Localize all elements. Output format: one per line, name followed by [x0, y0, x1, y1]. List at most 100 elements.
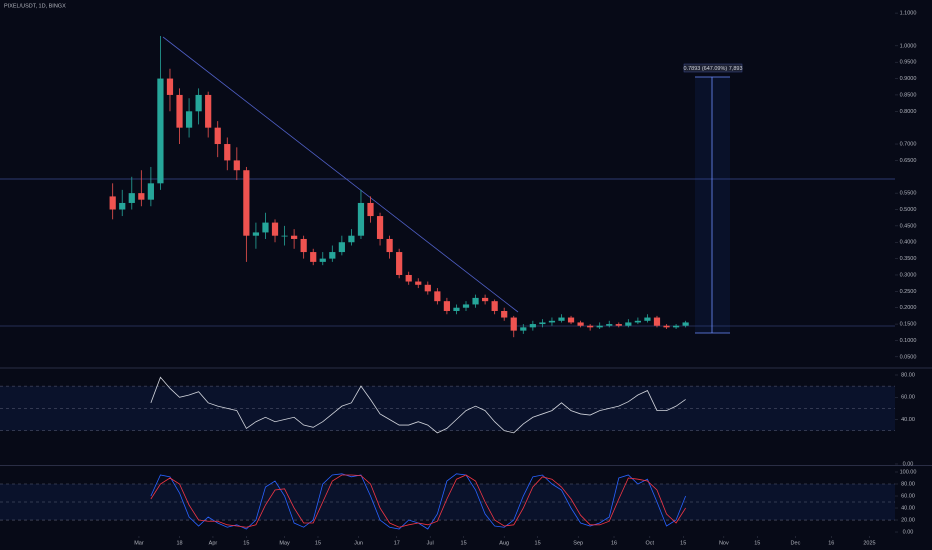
y-tick-label: 0.3500 — [900, 256, 917, 262]
candle-body — [453, 307, 460, 311]
x-tick-label: 15 — [680, 540, 686, 546]
y-tick-label: 0.2500 — [900, 289, 917, 295]
x-tick-label: 15 — [535, 540, 541, 546]
y-tick-label: 1.1000 — [900, 11, 917, 17]
candle-body — [491, 301, 498, 311]
candle-body — [396, 252, 403, 275]
x-tick-label: 16 — [611, 540, 617, 546]
measure-label-box — [683, 63, 743, 73]
candle-body — [329, 252, 336, 259]
y-tick-label: 60.00 — [901, 493, 915, 499]
candle-body — [224, 144, 231, 161]
candle-body — [424, 284, 431, 292]
chart-title: PIXEL/USDT, 1D, BINGX — [4, 3, 66, 9]
y-tick-label: 80.00 — [901, 372, 915, 378]
candle-body — [587, 325, 594, 328]
candle-body — [185, 111, 193, 128]
y-tick-label: 0.6500 — [900, 158, 917, 164]
trend-line — [162, 36, 519, 313]
candle-body — [548, 320, 556, 323]
candle-body — [319, 258, 326, 262]
x-tick-label: Jun — [354, 540, 363, 546]
x-tick-label: 16 — [828, 540, 834, 546]
candle-body — [176, 94, 183, 128]
candle-body — [644, 317, 651, 321]
x-tick-label: Sep — [573, 540, 583, 546]
y-tick-label: 0.9000 — [900, 76, 917, 82]
y-tick-label: 60.00 — [901, 395, 915, 401]
x-tick-label: Dec — [791, 540, 801, 546]
y-tick-label: 0.4500 — [900, 223, 917, 229]
x-tick-label: May — [279, 540, 290, 546]
x-tick-label: Mar — [134, 540, 144, 546]
indicator-line — [150, 376, 686, 434]
candle-body — [472, 297, 479, 305]
candle-body — [405, 274, 412, 282]
x-tick-label: Nov — [719, 540, 729, 546]
candle-body — [376, 216, 384, 239]
candle-body — [634, 320, 641, 323]
candle-body — [606, 324, 613, 326]
candle-body — [415, 281, 422, 285]
x-tick-label: 15 — [315, 540, 321, 546]
candle-body — [577, 322, 584, 326]
y-tick-label: 0.0500 — [900, 354, 917, 360]
y-tick-label: 20.00 — [901, 517, 915, 523]
y-tick-label: 100.00 — [900, 469, 917, 475]
candle-body — [367, 202, 374, 217]
candle-body — [481, 297, 489, 302]
x-tick-label: Apr — [209, 540, 218, 546]
candle-body — [243, 170, 250, 236]
candle-body — [520, 327, 527, 331]
candle-body — [625, 322, 632, 326]
y-tick-label: 0.5500 — [900, 191, 917, 197]
measure-label: 0.7893 (647.09%) 7,893 — [683, 66, 742, 72]
y-tick-label: 80.00 — [901, 481, 915, 487]
candle-body — [262, 222, 269, 233]
y-tick-label: 0.5000 — [900, 207, 917, 213]
candle-body — [539, 322, 546, 325]
candle-body — [138, 193, 145, 200]
candle-body — [567, 317, 575, 323]
indicator-line — [150, 474, 686, 528]
y-tick-label: 0.3000 — [900, 272, 917, 278]
x-tick-label: Jul — [427, 540, 434, 546]
candle-body — [205, 94, 212, 128]
candle-body — [291, 235, 298, 239]
y-tick-label: 0.00 — [903, 461, 914, 467]
candle-body — [310, 252, 317, 262]
x-tick-label: 17 — [394, 540, 400, 546]
y-tick-label: 40.00 — [901, 417, 915, 423]
candle-body — [271, 222, 279, 236]
candle-body — [166, 78, 174, 95]
x-tick-label: Oct — [646, 540, 655, 546]
y-tick-label: 0.8500 — [900, 92, 917, 98]
measure-box — [695, 77, 730, 333]
y-tick-label: 0.2000 — [900, 305, 917, 311]
x-tick-label: 15 — [461, 540, 467, 546]
candle-body — [501, 310, 508, 318]
candle-body — [147, 183, 154, 200]
candle-body — [109, 196, 116, 210]
candle-body — [510, 317, 517, 331]
candle-body — [157, 78, 164, 184]
y-tick-label: 40.00 — [901, 505, 915, 511]
y-tick-label: 0.00 — [903, 529, 914, 535]
y-tick-label: 0.1500 — [900, 322, 917, 328]
candle-body — [252, 232, 260, 236]
candle-body — [462, 304, 470, 308]
candle-body — [357, 202, 365, 236]
candle-body — [596, 325, 603, 328]
candle-body — [558, 317, 565, 321]
candle-body — [338, 242, 345, 253]
candle-body — [233, 160, 240, 171]
candle-body — [682, 322, 689, 326]
y-tick-label: 0.1000 — [900, 338, 917, 344]
y-tick-label: 0.8000 — [900, 109, 917, 115]
candle-body — [214, 127, 221, 145]
y-tick-label: 0.7000 — [900, 141, 917, 147]
x-tick-label: 2025 — [863, 540, 875, 546]
x-tick-label: 15 — [754, 540, 760, 546]
y-tick-label: 0.9500 — [900, 60, 917, 66]
